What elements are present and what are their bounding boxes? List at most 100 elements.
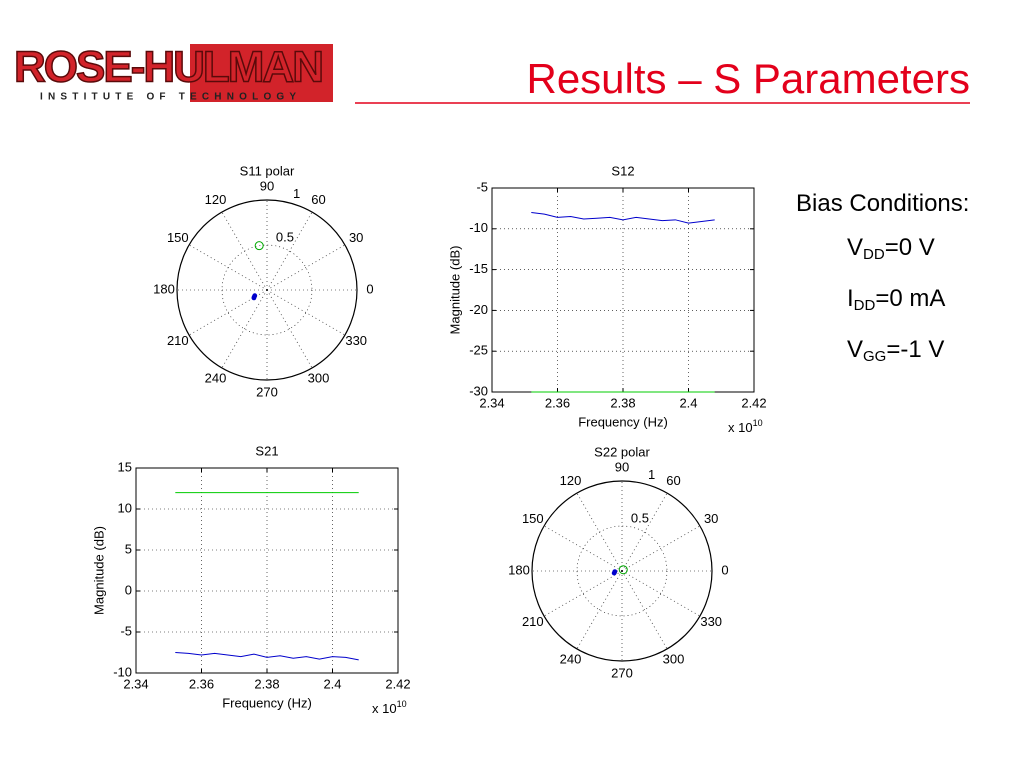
grid-line: [266, 289, 346, 336]
grid-line: [266, 211, 313, 291]
angle-tick-label: 180: [153, 281, 175, 296]
value: =0 V: [884, 234, 935, 261]
subscript: GG: [863, 348, 887, 365]
symbol: V: [847, 234, 864, 261]
y-tick-label: -5: [120, 623, 132, 638]
radial-tick-label: 1: [293, 186, 300, 201]
bias-heading: Bias Conditions:: [796, 190, 970, 217]
symbol: V: [847, 336, 864, 363]
subscript: DD: [863, 246, 885, 263]
subscript: DD: [853, 297, 876, 314]
x-axis-label: Frequency (Hz): [222, 695, 312, 710]
angle-tick-label: 210: [522, 614, 544, 629]
y-tick-label: -10: [469, 220, 488, 235]
angle-tick-label: 210: [167, 333, 189, 348]
bias-conditions: Bias Conditions: VDD=0 V IDD=0 mA VGG=-1…: [796, 182, 969, 379]
angle-tick-label: 330: [700, 614, 722, 629]
y-axis-label: Magnitude (dB): [447, 246, 462, 335]
y-axis-label: Magnitude (dB): [91, 526, 106, 615]
chart-title: S11 polar: [240, 163, 295, 178]
y-tick-label: -30: [469, 383, 488, 398]
outer-circle: [176, 199, 358, 381]
angle-tick-label: 150: [167, 230, 189, 245]
grid-line: [576, 570, 623, 650]
angle-tick-label: 30: [704, 511, 718, 526]
x-tick-label: 2.4: [679, 395, 697, 410]
angle-tick-label: 300: [663, 652, 685, 667]
angle-tick-label: 270: [256, 384, 278, 399]
multiplier-exponent: 10: [753, 418, 763, 428]
bias-line: VDD=0 V: [796, 226, 969, 277]
series-line: [531, 211, 715, 224]
grid-line: [543, 570, 623, 617]
angle-tick-label: 330: [345, 333, 367, 348]
axes-box: [135, 467, 399, 674]
logo-subtitle: INSTITUTE OF TECHNOLOGY: [40, 92, 301, 103]
angle-tick-label: 300: [308, 371, 330, 386]
chart-title: S12: [611, 163, 634, 178]
x-tick-label: 2.36: [545, 395, 570, 410]
radial-tick-label: 0.5: [631, 510, 649, 525]
logo: ROSE-HULMAN INSTITUTE OF TECHNOLOGY: [10, 28, 333, 105]
grid-line: [266, 289, 313, 369]
grid-line: [621, 525, 701, 572]
y-tick-label: 15: [118, 459, 132, 474]
x-axis-label: Frequency (Hz): [578, 414, 668, 429]
data-point: [611, 570, 617, 576]
axis-multiplier: x 1010: [728, 418, 763, 435]
x-tick-label: 2.34: [123, 676, 148, 691]
grid-circle: [221, 244, 313, 336]
series-line: [175, 652, 359, 661]
axis-multiplier: x 1010: [372, 699, 407, 716]
grid-line: [621, 570, 701, 617]
angle-tick-label: 60: [311, 192, 325, 207]
chart-title: S21: [255, 443, 278, 458]
y-tick-label: -25: [469, 343, 488, 358]
y-tick-label: 5: [125, 541, 132, 556]
y-tick-label: 0: [125, 582, 132, 597]
y-tick-label: -20: [469, 302, 488, 317]
logo-name: ROSE-HULMAN: [14, 43, 322, 92]
multiplier-base: x 10: [728, 420, 753, 435]
bias-line: VGG=-1 V: [796, 328, 969, 379]
x-tick-label: 2.42: [741, 395, 766, 410]
value: =0 mA: [875, 285, 946, 312]
bias-line: IDD=0 mA: [796, 277, 969, 328]
chart-title: S22 polar: [594, 444, 650, 459]
x-tick-label: 2.42: [385, 676, 410, 691]
plot-area: [136, 468, 398, 673]
multiplier-exponent: 10: [397, 699, 407, 709]
grid-line: [621, 492, 668, 572]
symbol: I: [847, 285, 854, 312]
x-tick-label: 2.38: [254, 676, 279, 691]
y-tick-label: -5: [476, 179, 488, 194]
angle-tick-label: 90: [260, 178, 274, 193]
angle-tick-label: 240: [205, 371, 227, 386]
angle-tick-label: 270: [611, 665, 633, 680]
angle-tick-label: 60: [666, 473, 680, 488]
grid-line: [266, 244, 346, 291]
angle-tick-label: 0: [721, 562, 728, 577]
y-tick-label: -15: [469, 261, 488, 276]
x-tick-label: 2.36: [189, 676, 214, 691]
angle-tick-label: 150: [522, 511, 544, 526]
angle-tick-label: 240: [560, 652, 582, 667]
outer-circle: [531, 480, 713, 662]
y-tick-label: -10: [113, 664, 132, 679]
value: =-1 V: [886, 336, 945, 363]
data-point: [254, 241, 264, 251]
data-point: [618, 565, 628, 575]
plot-area: [492, 188, 754, 392]
x-tick-label: 2.34: [479, 395, 504, 410]
angle-tick-label: 120: [560, 473, 582, 488]
angle-tick-label: 0: [366, 281, 373, 296]
x-tick-label: 2.38: [610, 395, 635, 410]
data-point: [251, 295, 257, 301]
grid-line: [221, 289, 268, 369]
logo-block: [190, 44, 333, 102]
grid-line: [188, 289, 268, 336]
grid-circle: [576, 525, 668, 617]
multiplier-base: x 10: [372, 701, 397, 716]
